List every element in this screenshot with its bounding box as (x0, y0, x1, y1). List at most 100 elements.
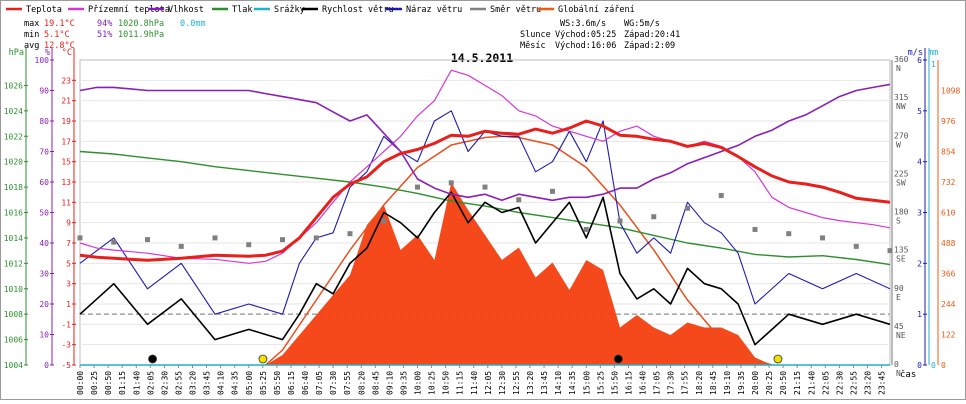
series-line (79, 110, 891, 315)
axis-percent-tick-label: 20 (39, 300, 49, 309)
axis-wm2-tick-label: 122 (941, 331, 956, 340)
x-tick-label: 08:45 (371, 371, 380, 395)
legend-label: Směr větru (490, 5, 541, 15)
axis-direction-compass-label: W (896, 140, 901, 149)
x-tick-label: 00:00 (76, 371, 85, 395)
axis-percent-tick-label: 50 (39, 209, 49, 218)
sun-rise: Východ:05:25 (555, 30, 616, 40)
wind-direction-point (381, 218, 387, 224)
axis-direction-tick-label: 270 (894, 131, 909, 140)
axis-direction-compass-label: SW (896, 178, 906, 187)
wind-direction-point (280, 237, 285, 243)
astro-marker (148, 354, 157, 364)
x-tick-label: 07:55 (343, 371, 352, 395)
x-tick-label: 03:45 (203, 371, 212, 395)
axis-ms-tick-label: 5 (917, 107, 922, 116)
wind-direction-point (887, 248, 893, 254)
axis-direction-tick-label: 360 (894, 55, 909, 64)
wind-direction-point (516, 197, 522, 203)
wind-direction-point (651, 214, 657, 220)
x-tick-label: 21:15 (793, 371, 802, 395)
astro-markers (148, 354, 783, 364)
axis-celsius-tick-label: 13 (61, 178, 71, 187)
series-lines (77, 69, 893, 366)
axis-hpa-tick-label: 1010 (4, 285, 23, 294)
x-tick-label: 20:00 (751, 371, 760, 395)
wind-direction-point (313, 235, 319, 241)
stat-min-label: min (24, 30, 39, 40)
axis-percent-tick-label: 80 (39, 117, 49, 126)
axis-percent-tick-label: 0 (44, 361, 49, 370)
axis-percent-tick-label: 40 (39, 239, 49, 248)
axis-celsius-tick-label: 7 (66, 239, 71, 248)
x-tick-label: 15:25 (596, 371, 605, 395)
axis-hpa-tick-label: 1016 (4, 209, 23, 218)
x-tick-label: 19:35 (737, 371, 746, 395)
axis-hpa-tick-label: 1022 (4, 132, 23, 141)
x-tick-label: 09:35 (399, 371, 408, 395)
wind-direction-point (853, 243, 859, 249)
wind-direction-point (77, 235, 83, 241)
x-tick-label: 16:40 (639, 371, 648, 395)
x-tick-label: 00:25 (90, 371, 99, 395)
stat-min-hum: 51% (97, 30, 112, 40)
axis-direction-compass-label: E (896, 293, 901, 302)
wind-direction-point (111, 239, 117, 245)
legend-label: Srážky (274, 5, 305, 15)
axis-celsius-tick-label: 21 (61, 97, 71, 106)
axis-ms-tick-label: 0 (917, 361, 922, 370)
x-tick-label: 13:45 (540, 371, 549, 395)
axis-wm2-tick-label: 366 (941, 270, 956, 279)
stat-avg-temp: 12.8°C (44, 41, 75, 51)
x-axis-label: čas (900, 369, 916, 380)
radiation-fill (265, 182, 772, 365)
x-tick-label: 12:30 (498, 371, 507, 395)
x-tick-label: 15:00 (582, 371, 591, 395)
axis-ms-tick-label: 4 (917, 158, 922, 167)
wind-direction-point (246, 242, 252, 248)
x-tick-label: 00:50 (104, 371, 113, 395)
x-tick-label: 02:05 (146, 371, 155, 395)
x-tick-label: 17:55 (681, 371, 690, 395)
stat-min-temp: 5.1°C (44, 30, 70, 40)
axis-celsius-tick-label: 9 (66, 219, 71, 228)
axis-celsius-tick-label: 23 (61, 76, 71, 85)
axis-direction-compass-label: N (896, 64, 901, 73)
x-tick-label: 23:20 (864, 371, 873, 395)
axis-hpa-tick-label: 1014 (4, 234, 23, 243)
axis-direction-tick-label: 180 (894, 208, 909, 217)
axis-direction-tick-label: 135 (894, 246, 909, 255)
legend-label: Vlhkost (168, 5, 204, 15)
axis-direction-compass-label: SE (896, 255, 906, 264)
x-tick-label: 02:30 (160, 371, 169, 395)
stat-max-press: 1020.8hPa (118, 19, 164, 29)
x-tick-label: 01:40 (132, 371, 141, 395)
axis-mm-tick-label: 0 (931, 361, 936, 370)
axis-wm2-tick-label: 854 (941, 148, 956, 157)
axis-celsius-title: °C (62, 48, 72, 58)
x-tick-label: 06:15 (287, 371, 296, 395)
wind-direction-point (448, 180, 454, 186)
axis-wm2-tick-label: 976 (941, 117, 956, 126)
legend-label: Globální záření (558, 5, 635, 15)
axis-celsius-tick-label: -5 (61, 361, 71, 370)
axis-hpa-tick-label: 1006 (4, 336, 23, 345)
axis-celsius-tick-label: 17 (61, 137, 71, 146)
wind-direction-point (145, 237, 150, 243)
x-axis: 00:00 00:25 00:50 01:15 01:40 02:05 02:30 02:55… (76, 365, 887, 395)
sun-label: Slunce (520, 30, 551, 40)
x-tick-label: 12:55 (512, 371, 521, 395)
sun-set: Západ:20:41 (624, 30, 680, 40)
clear-sky-curve (265, 135, 773, 366)
x-tick-label: 03:20 (189, 371, 198, 395)
axis-celsius-tick-label: -3 (61, 341, 71, 350)
x-tick-label: 23:45 (878, 371, 887, 395)
x-tick-label: 21:40 (807, 371, 816, 395)
axis-hpa-tick-label: 1024 (4, 107, 23, 116)
series-line (79, 150, 891, 266)
axis-hpa-tick-label: 1012 (4, 259, 23, 268)
axis-direction-tick-label: 225 (894, 169, 909, 178)
x-tick-label: 17:05 (653, 371, 662, 395)
x-tick-label: 12:05 (484, 371, 493, 395)
